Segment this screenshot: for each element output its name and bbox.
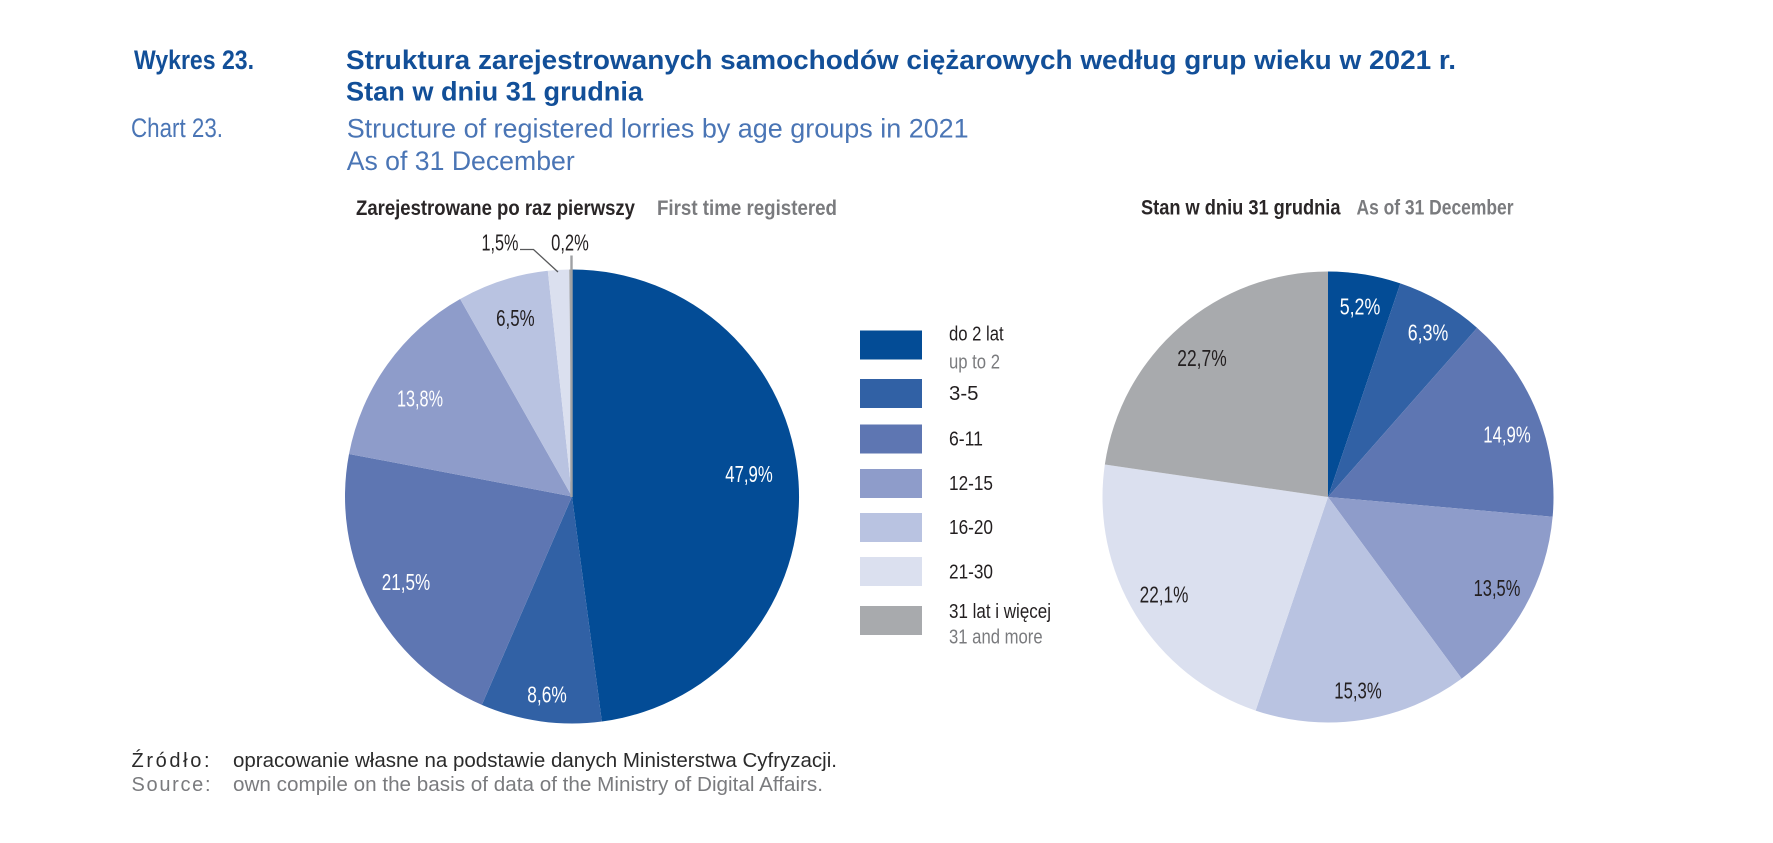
svg-text:12-15: 12-15 (949, 472, 993, 495)
svg-text:5,2%: 5,2% (1340, 294, 1381, 320)
svg-text:31 lat i więcej: 31 lat i więcej (949, 600, 1051, 623)
svg-text:Chart 23.: Chart 23. (131, 113, 223, 143)
svg-text:47,9%: 47,9% (725, 461, 773, 487)
svg-text:22,7%: 22,7% (1177, 345, 1226, 371)
svg-text:14,9%: 14,9% (1483, 422, 1530, 448)
svg-text:31 and more: 31 and more (949, 625, 1043, 648)
svg-text:13,8%: 13,8% (397, 386, 443, 412)
svg-text:13,5%: 13,5% (1474, 575, 1521, 601)
svg-text:Wykres 23.: Wykres 23. (134, 45, 254, 75)
svg-text:22,1%: 22,1% (1140, 582, 1189, 608)
svg-text:do 2 lat: do 2 lat (949, 322, 1004, 345)
svg-text:6,5%: 6,5% (496, 305, 535, 331)
svg-text:As of 31 December: As of 31 December (347, 146, 575, 176)
svg-text:16-20: 16-20 (949, 516, 993, 539)
svg-text:21,5%: 21,5% (382, 569, 431, 595)
svg-text:First time registered: First time registered (657, 197, 837, 220)
svg-text:Struktura zarejestrowanych sam: Struktura zarejestrowanych samochodów ci… (346, 45, 1456, 75)
svg-text:Stan w dniu 31 grudnia: Stan w dniu 31 grudnia (1141, 197, 1341, 220)
svg-text:Structure of registered lorrie: Structure of registered lorries by age g… (347, 114, 969, 144)
svg-text:As of 31 December: As of 31 December (1357, 197, 1514, 220)
svg-text:8,6%: 8,6% (527, 682, 567, 708)
svg-text:6-11: 6-11 (949, 428, 983, 451)
svg-text:1,5%: 1,5% (482, 230, 519, 256)
svg-text:own compile on the basis of da: own compile on the basis of data of the … (233, 774, 823, 796)
svg-text:Stan w dniu 31 grudnia: Stan w dniu 31 grudnia (346, 77, 644, 107)
svg-text:up to 2: up to 2 (949, 350, 1000, 373)
svg-text:21-30: 21-30 (949, 560, 993, 583)
svg-text:Zarejestrowane po raz pierwszy: Zarejestrowane po raz pierwszy (356, 197, 635, 220)
svg-text:3-5: 3-5 (949, 382, 979, 405)
svg-text:0,2%: 0,2% (551, 230, 589, 256)
svg-text:6,3%: 6,3% (1408, 320, 1449, 346)
svg-text:opracowanie własne na podstawi: opracowanie własne na podstawie danych M… (233, 750, 837, 772)
svg-text:15,3%: 15,3% (1334, 678, 1381, 704)
svg-text:Źródło:: Źródło: (132, 749, 210, 772)
